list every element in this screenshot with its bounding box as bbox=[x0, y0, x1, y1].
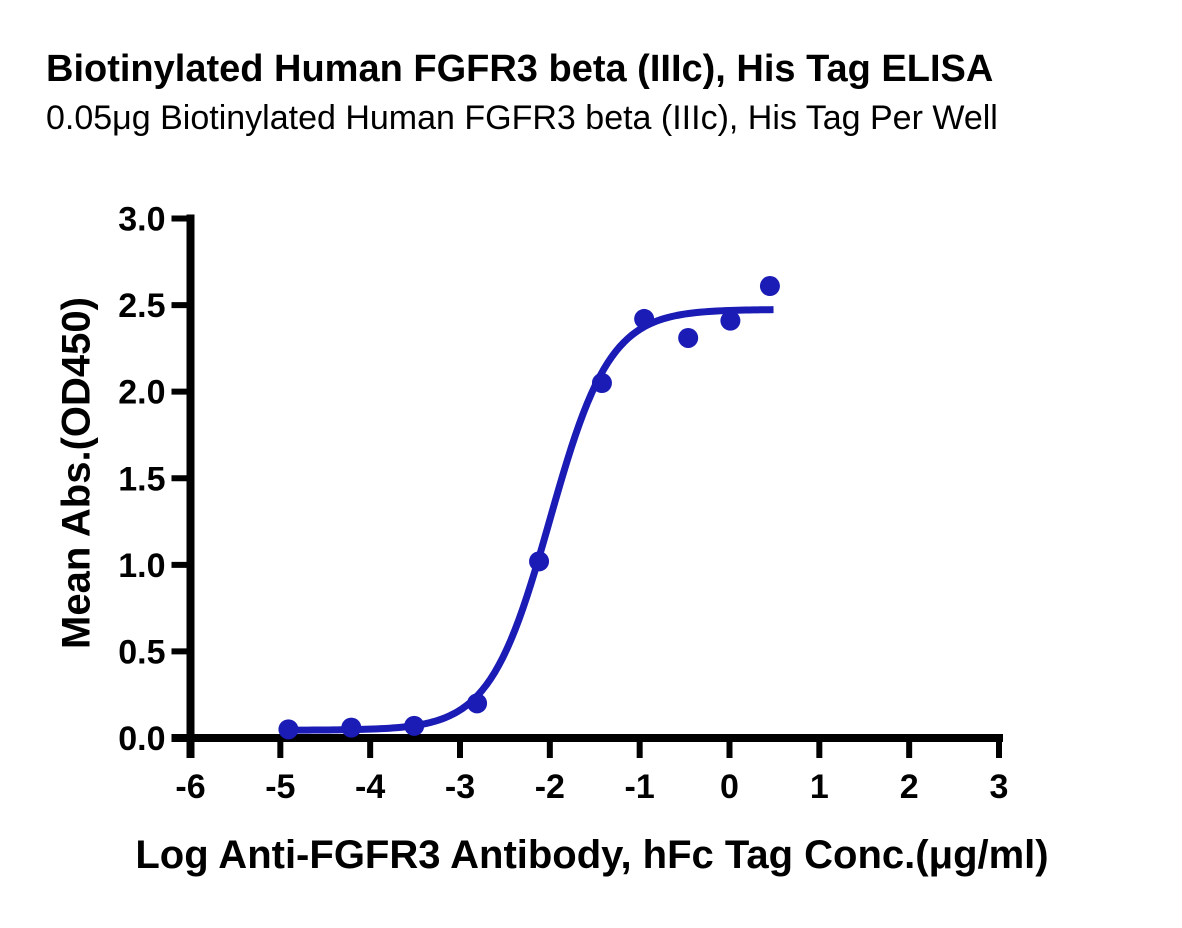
x-tick-label: 3 bbox=[990, 768, 1009, 806]
x-axis-title: Log Anti-FGFR3 Antibody, hFc Tag Conc.(μ… bbox=[135, 833, 1049, 877]
fit-curve bbox=[288, 306, 774, 734]
x-tick-label: -2 bbox=[535, 768, 565, 806]
x-tick-label: -1 bbox=[625, 768, 655, 806]
y-tick-label: 1.5 bbox=[118, 460, 165, 498]
data-point bbox=[278, 719, 299, 740]
x-tick-label: 1 bbox=[810, 768, 829, 806]
data-point bbox=[529, 551, 550, 572]
x-tick-label: -3 bbox=[445, 768, 475, 806]
data-point bbox=[678, 327, 699, 348]
data-point bbox=[591, 373, 612, 394]
data-point bbox=[720, 310, 741, 331]
x-tick-label: -5 bbox=[265, 768, 295, 806]
chart-title: Biotinylated Human FGFR3 beta (IIIc), Hi… bbox=[46, 48, 994, 90]
x-tick-label: -6 bbox=[175, 768, 205, 806]
y-tick-label: 0.0 bbox=[118, 720, 165, 758]
x-tick-label: -4 bbox=[355, 768, 385, 806]
data-point bbox=[467, 693, 488, 714]
y-tick-label: 1.0 bbox=[118, 547, 165, 585]
data-point bbox=[341, 717, 362, 738]
y-tick-label: 3.0 bbox=[118, 201, 165, 239]
y-axis-title: Mean Abs.(OD450) bbox=[54, 297, 99, 649]
y-tick-label: 2.5 bbox=[118, 287, 165, 325]
y-tick-label: 2.0 bbox=[118, 374, 165, 412]
data-point bbox=[634, 308, 655, 329]
x-tick-label: 2 bbox=[900, 768, 919, 806]
data-point bbox=[759, 276, 780, 297]
data-point bbox=[404, 715, 425, 736]
chart-subtitle: 0.05μg Biotinylated Human FGFR3 beta (II… bbox=[46, 99, 998, 137]
y-tick-label: 0.5 bbox=[118, 633, 165, 671]
x-tick-label: 0 bbox=[720, 768, 739, 806]
